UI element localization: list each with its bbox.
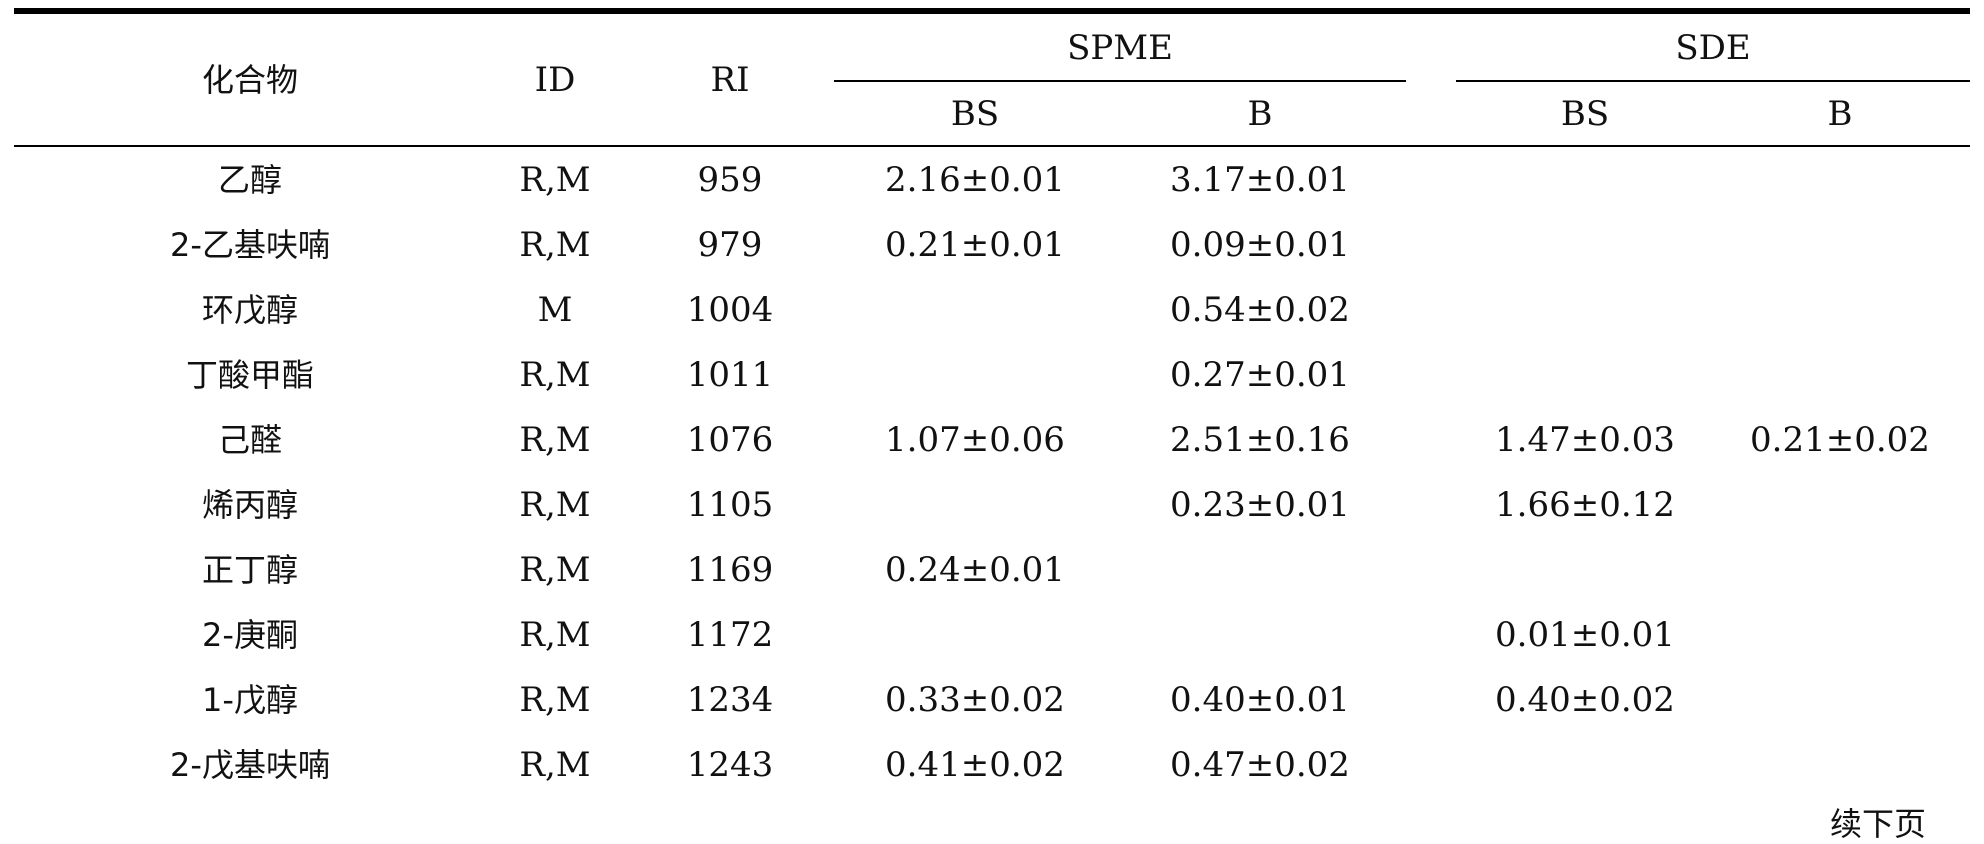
cell-sde-bs: 1.66±0.12	[1495, 485, 1675, 525]
spme-group-rule	[834, 80, 1406, 82]
cell-id: R,M	[519, 225, 591, 265]
cell-spme-b	[1120, 538, 1400, 602]
cell-compound: 己醛	[217, 421, 282, 459]
cell-sde-bs	[1440, 213, 1730, 277]
cell-sde-b	[1730, 603, 1950, 667]
cell-spme-bs	[830, 278, 1120, 342]
continued-note: 续下页	[1830, 805, 1927, 843]
cell-spme-b: 0.47±0.02	[1170, 745, 1350, 785]
cell-sde-b	[1730, 148, 1950, 212]
cell-id: R,M	[519, 355, 591, 395]
cell-sde-bs	[1440, 278, 1730, 342]
cell-spme-b: 0.54±0.02	[1170, 290, 1350, 330]
cell-spme-b: 0.09±0.01	[1170, 225, 1350, 265]
cell-ri: 1105	[686, 485, 774, 525]
cell-sde-b	[1730, 538, 1950, 602]
header-spme-bs: BS	[950, 94, 1000, 134]
cell-sde-b: 0.21±0.02	[1750, 420, 1930, 460]
cell-spme-b: 0.40±0.01	[1170, 680, 1350, 720]
cell-spme-bs: 1.07±0.06	[885, 420, 1065, 460]
cell-spme-b: 0.27±0.01	[1170, 355, 1350, 395]
cell-spme-bs: 0.41±0.02	[885, 745, 1065, 785]
cell-id: R,M	[519, 550, 591, 590]
cell-compound: 乙醇	[217, 161, 282, 199]
header-sde-bs: BS	[1560, 94, 1610, 134]
cell-id: R,M	[519, 485, 591, 525]
cell-ri: 959	[697, 160, 763, 200]
cell-id: R,M	[519, 420, 591, 460]
cell-ri: 1234	[686, 680, 774, 720]
cell-sde-bs: 0.40±0.02	[1495, 680, 1675, 720]
cell-sde-bs	[1440, 148, 1730, 212]
cell-spme-b: 0.23±0.01	[1170, 485, 1350, 525]
cell-spme-bs: 0.21±0.01	[885, 225, 1065, 265]
cell-spme-bs: 2.16±0.01	[885, 160, 1065, 200]
cell-ri: 1011	[686, 355, 774, 395]
cell-sde-bs	[1440, 733, 1730, 797]
cell-spme-bs: 0.24±0.01	[885, 550, 1065, 590]
header-id: ID	[534, 60, 576, 100]
header-compound: 化合物	[201, 61, 298, 99]
cell-id: R,M	[519, 615, 591, 655]
cell-id: R,M	[519, 160, 591, 200]
sde-group-rule	[1456, 80, 1970, 82]
cell-compound: 2-戊基呋喃	[170, 746, 330, 784]
cell-spme-b: 3.17±0.01	[1170, 160, 1350, 200]
cell-sde-bs	[1440, 538, 1730, 602]
cell-spme-b: 2.51±0.16	[1170, 420, 1350, 460]
table-top-rule	[14, 8, 1970, 14]
cell-compound: 丁酸甲酯	[185, 356, 314, 394]
cell-sde-b	[1730, 668, 1950, 732]
cell-spme-bs: 0.33±0.02	[885, 680, 1065, 720]
cell-sde-b	[1730, 473, 1950, 537]
cell-id: R,M	[519, 680, 591, 720]
cell-sde-b	[1730, 343, 1950, 407]
cell-id: M	[537, 290, 573, 330]
cell-compound: 环戊醇	[201, 291, 298, 329]
cell-ri: 1243	[686, 745, 774, 785]
cell-ri: 1172	[686, 615, 774, 655]
cell-spme-bs	[830, 343, 1120, 407]
header-spme: SPME	[1067, 28, 1173, 68]
cell-ri: 1004	[686, 290, 774, 330]
cell-sde-b	[1730, 733, 1950, 797]
cell-compound: 正丁醇	[201, 551, 298, 589]
cell-spme-b	[1120, 603, 1400, 667]
cell-ri: 1076	[686, 420, 774, 460]
cell-spme-bs	[830, 473, 1120, 537]
cell-sde-b	[1730, 213, 1950, 277]
cell-compound: 1-戊醇	[202, 681, 298, 719]
cell-sde-bs	[1440, 343, 1730, 407]
cell-sde-b	[1730, 278, 1950, 342]
header-spme-b: B	[1247, 94, 1273, 134]
header-sde: SDE	[1675, 28, 1751, 68]
cell-spme-bs	[830, 603, 1120, 667]
cell-id: R,M	[519, 745, 591, 785]
cell-sde-bs: 0.01±0.01	[1495, 615, 1675, 655]
table-header-rule	[14, 145, 1970, 147]
cell-sde-bs: 1.47±0.03	[1495, 420, 1675, 460]
cell-ri: 979	[697, 225, 763, 265]
cell-ri: 1169	[686, 550, 774, 590]
cell-compound: 2-乙基呋喃	[170, 226, 330, 264]
header-sde-b: B	[1827, 94, 1853, 134]
header-ri: RI	[710, 60, 750, 100]
cell-compound: 烯丙醇	[201, 486, 298, 524]
cell-compound: 2-庚酮	[202, 616, 298, 654]
